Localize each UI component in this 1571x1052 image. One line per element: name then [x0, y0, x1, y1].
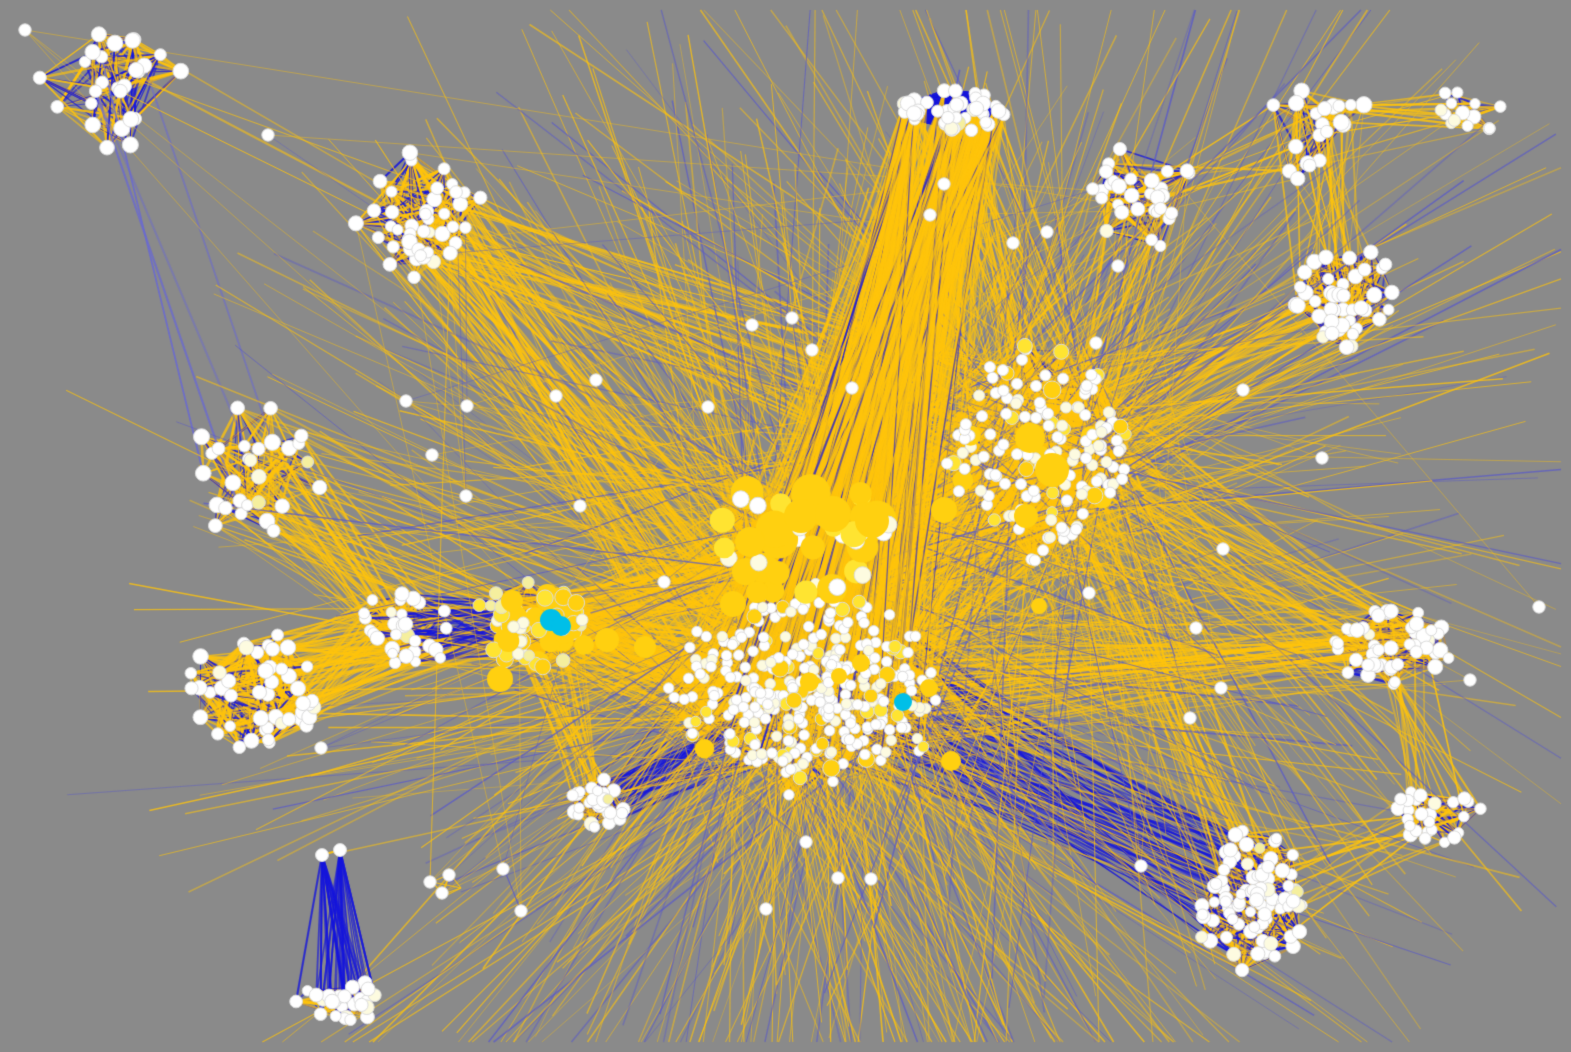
graph-visualization-stage[interactable]: Network Graph Visualization: [0, 0, 1571, 1052]
network-graph-canvas[interactable]: [0, 0, 1571, 1052]
